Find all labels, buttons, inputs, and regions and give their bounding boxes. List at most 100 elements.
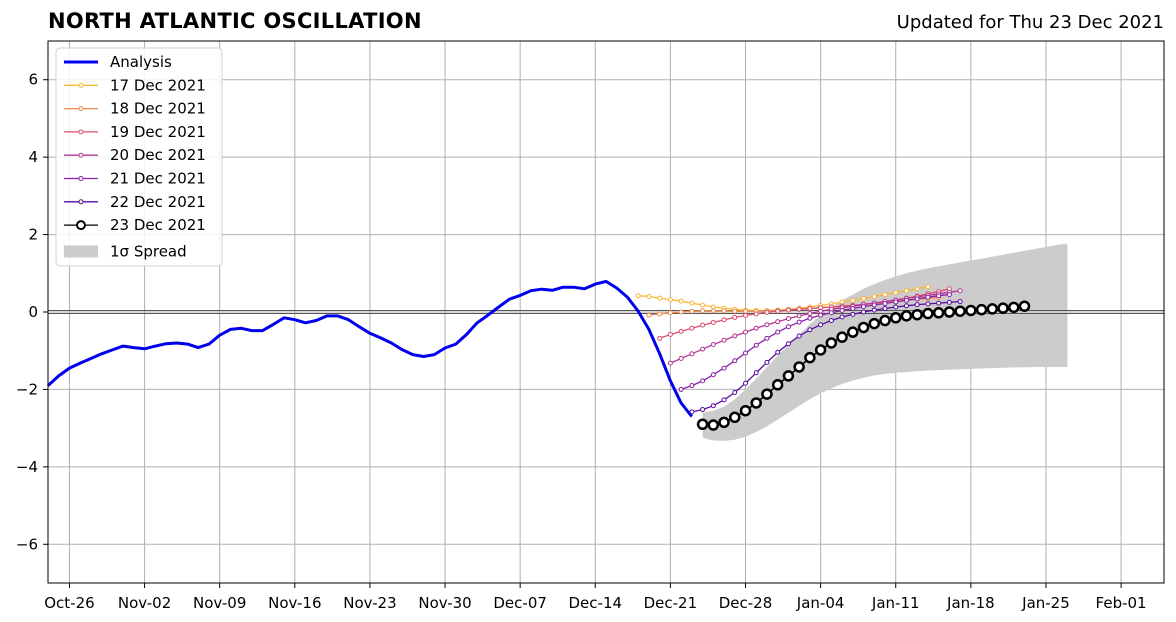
legend-label: 19 Dec 2021 (110, 123, 206, 141)
forecast-point (825, 337, 838, 349)
forecast-point (732, 358, 738, 364)
forecast-point (646, 294, 652, 300)
forecast-point (807, 306, 813, 312)
forecast-point (839, 299, 845, 305)
legend-marker (78, 176, 84, 181)
forecast-point (818, 312, 824, 318)
forecast-point (678, 328, 684, 334)
forecast-point (700, 346, 706, 352)
forecast-point (850, 297, 856, 303)
forecast-point (850, 311, 856, 317)
forecast-point (775, 349, 781, 355)
forecast-point (721, 397, 727, 403)
forecast-point (836, 331, 848, 343)
legend-box (55, 47, 223, 267)
forecast-point (775, 329, 781, 335)
x-tick-label: Dec-28 (719, 594, 773, 612)
forecast-point (761, 388, 773, 400)
forecast-point (739, 404, 752, 417)
forecast-point (954, 305, 966, 317)
legend-swatch (64, 245, 98, 258)
forecast-point (743, 380, 748, 386)
forecast-point (678, 386, 684, 392)
legend-label: 20 Dec 2021 (110, 146, 206, 164)
plot-frame (47, 40, 1165, 584)
forecast-point (785, 341, 791, 347)
forecast-point (743, 312, 748, 318)
forecast-point (943, 306, 956, 318)
x-tick-label: Jan-04 (796, 594, 845, 612)
forecast-point (721, 337, 727, 343)
x-tick-label: Oct-26 (44, 594, 94, 612)
forecast-point (785, 316, 791, 322)
chart-title: NORTH ATLANTIC OSCILLATION (48, 9, 422, 33)
y-tick-label: −4 (16, 458, 38, 476)
forecast-point (850, 306, 856, 312)
forecast-point (914, 286, 920, 292)
y-tick-label: 4 (28, 148, 38, 166)
forecast-point (646, 312, 652, 318)
forecast-point (753, 370, 759, 376)
forecast-point (678, 355, 684, 361)
forecast-point (710, 342, 716, 348)
forecast-point (775, 308, 781, 314)
forecast-point (700, 407, 706, 413)
forecast-point (932, 307, 945, 319)
forecast-point (696, 418, 709, 431)
forecast-point (868, 317, 881, 330)
forecast-point (764, 322, 770, 328)
x-tick-label: Jan-11 (871, 594, 920, 612)
legend-marker (78, 152, 84, 158)
x-tick-label: Nov-23 (343, 594, 396, 612)
forecast-point (700, 302, 706, 308)
forecast-point (689, 383, 695, 389)
forecast-point (871, 307, 877, 313)
forecast-point (936, 293, 942, 299)
forecast-point (893, 299, 899, 305)
legend-marker (78, 199, 84, 205)
forecast-point (796, 333, 802, 339)
forecast-point (861, 304, 867, 310)
forecast-line (670, 290, 961, 364)
forecast-point (700, 308, 706, 314)
forecast-point (753, 311, 759, 317)
forecast-point (689, 300, 695, 306)
forecast-point (707, 419, 720, 431)
forecast-point (861, 309, 867, 315)
forecast-point (828, 310, 834, 316)
forecast-point (903, 288, 909, 294)
forecast-point (857, 321, 870, 334)
forecast-point (925, 284, 931, 290)
y-tick-label: −2 (16, 380, 38, 398)
forecast-point (1008, 301, 1020, 314)
forecast-point (861, 295, 867, 301)
forecast-point (814, 344, 827, 356)
forecast-point (753, 342, 759, 348)
forecast-point (782, 370, 795, 382)
forecast-point (743, 350, 748, 356)
forecast-point (710, 319, 716, 325)
legend-marker (76, 220, 86, 231)
x-tick-label: Jan-25 (1021, 594, 1070, 612)
x-tick-label: Feb-01 (1096, 594, 1147, 612)
forecast-point (635, 293, 641, 299)
forecast-point (710, 403, 716, 409)
forecast-point (807, 327, 813, 333)
forecast-point (689, 351, 695, 357)
forecast-point (721, 317, 727, 323)
forecast-point (839, 307, 845, 313)
forecast-point (700, 378, 706, 384)
forecast-point (732, 333, 738, 339)
forecast-point (657, 311, 663, 317)
forecast-point (914, 296, 920, 302)
forecast-point (911, 308, 923, 321)
forecast-point (903, 303, 909, 309)
analysis-line (46, 279, 693, 418)
forecast-point (893, 304, 899, 310)
legend-label: 17 Dec 2021 (110, 76, 206, 94)
forecast-point (710, 372, 716, 378)
y-tick-label: 2 (28, 226, 38, 244)
x-tick-label: Nov-30 (418, 594, 471, 612)
forecast-point (914, 302, 920, 308)
forecast-point (700, 322, 706, 328)
